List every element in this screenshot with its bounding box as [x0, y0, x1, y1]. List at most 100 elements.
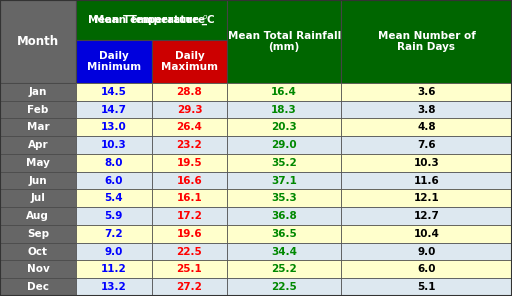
Bar — [152, 189, 227, 207]
Bar — [152, 243, 227, 260]
Bar — [341, 0, 512, 83]
Bar — [0, 189, 76, 207]
Text: 11.6: 11.6 — [414, 176, 439, 186]
Text: Nov: Nov — [27, 264, 49, 274]
Text: 22.5: 22.5 — [177, 247, 202, 257]
Bar — [227, 225, 341, 243]
Text: 10.3: 10.3 — [101, 140, 126, 150]
Bar — [76, 40, 152, 83]
Text: 28.8: 28.8 — [177, 87, 202, 97]
Text: 6.0: 6.0 — [104, 176, 123, 186]
Text: Jul: Jul — [30, 193, 46, 203]
Bar — [76, 207, 152, 225]
Bar — [76, 83, 152, 101]
Bar — [76, 136, 152, 154]
Text: 29.0: 29.0 — [271, 140, 297, 150]
Text: 27.2: 27.2 — [177, 282, 202, 292]
Text: 5.1: 5.1 — [417, 282, 436, 292]
Bar — [0, 278, 76, 296]
Bar — [0, 118, 76, 136]
Bar — [0, 136, 76, 154]
Bar — [0, 0, 76, 83]
Text: 16.6: 16.6 — [177, 176, 202, 186]
Bar — [227, 136, 341, 154]
Text: Dec: Dec — [27, 282, 49, 292]
Text: 19.6: 19.6 — [177, 229, 202, 239]
Bar — [227, 243, 341, 260]
Text: Oct: Oct — [28, 247, 48, 257]
Text: 36.8: 36.8 — [271, 211, 297, 221]
Bar — [0, 225, 76, 243]
Bar — [76, 243, 152, 260]
Bar — [227, 260, 341, 278]
Bar — [341, 83, 512, 101]
Bar — [0, 101, 76, 118]
Text: 13.0: 13.0 — [101, 122, 126, 132]
Text: Mean Temperature $^o$̲C: Mean Temperature $^o$̲C — [87, 13, 216, 27]
Text: Mean Number of
Rain Days: Mean Number of Rain Days — [377, 31, 476, 52]
Bar — [227, 0, 341, 83]
Bar — [152, 40, 227, 83]
Text: Mean Total Rainfall
(mm): Mean Total Rainfall (mm) — [227, 31, 341, 52]
Bar — [152, 278, 227, 296]
Text: 19.5: 19.5 — [177, 158, 202, 168]
Bar — [341, 278, 512, 296]
Bar — [76, 118, 152, 136]
Text: 25.2: 25.2 — [271, 264, 297, 274]
Text: 34.4: 34.4 — [271, 247, 297, 257]
Bar — [227, 278, 341, 296]
Text: 36.5: 36.5 — [271, 229, 297, 239]
Bar — [227, 172, 341, 189]
Text: 22.5: 22.5 — [271, 282, 297, 292]
Text: Apr: Apr — [28, 140, 48, 150]
Bar — [152, 118, 227, 136]
Bar — [152, 260, 227, 278]
Text: 3.8: 3.8 — [417, 104, 436, 115]
Bar — [76, 172, 152, 189]
Text: 5.9: 5.9 — [104, 211, 123, 221]
Text: 9.0: 9.0 — [417, 247, 436, 257]
Bar — [341, 101, 512, 118]
Bar — [227, 207, 341, 225]
Bar — [341, 225, 512, 243]
Bar — [76, 278, 152, 296]
Text: 26.4: 26.4 — [177, 122, 202, 132]
Text: Daily
Maximum: Daily Maximum — [161, 51, 218, 72]
Bar — [152, 172, 227, 189]
Bar — [227, 189, 341, 207]
Bar — [76, 0, 227, 40]
Text: 18.3: 18.3 — [271, 104, 297, 115]
Text: 16.4: 16.4 — [271, 87, 297, 97]
Text: May: May — [26, 158, 50, 168]
Bar — [0, 260, 76, 278]
Text: Aug: Aug — [27, 211, 49, 221]
Text: 16.1: 16.1 — [177, 193, 202, 203]
Text: 17.2: 17.2 — [177, 211, 202, 221]
Text: 23.2: 23.2 — [177, 140, 202, 150]
Bar — [0, 83, 76, 101]
Bar — [227, 101, 341, 118]
Bar — [76, 189, 152, 207]
Text: 8.0: 8.0 — [104, 158, 123, 168]
Bar — [0, 207, 76, 225]
Text: 25.1: 25.1 — [177, 264, 202, 274]
Text: 10.3: 10.3 — [414, 158, 439, 168]
Bar — [0, 243, 76, 260]
Bar — [152, 101, 227, 118]
Text: 37.1: 37.1 — [271, 176, 297, 186]
Bar — [341, 154, 512, 172]
Bar — [152, 154, 227, 172]
Text: Jun: Jun — [29, 176, 47, 186]
Bar — [76, 260, 152, 278]
Text: 20.3: 20.3 — [271, 122, 297, 132]
Text: 11.2: 11.2 — [101, 264, 126, 274]
Text: 12.1: 12.1 — [414, 193, 439, 203]
Text: 5.4: 5.4 — [104, 193, 123, 203]
Bar — [227, 83, 341, 101]
Bar — [152, 136, 227, 154]
Text: Month: Month — [17, 35, 59, 48]
Bar — [227, 154, 341, 172]
Text: Mar: Mar — [27, 122, 49, 132]
Bar — [0, 154, 76, 172]
Text: 7.6: 7.6 — [417, 140, 436, 150]
